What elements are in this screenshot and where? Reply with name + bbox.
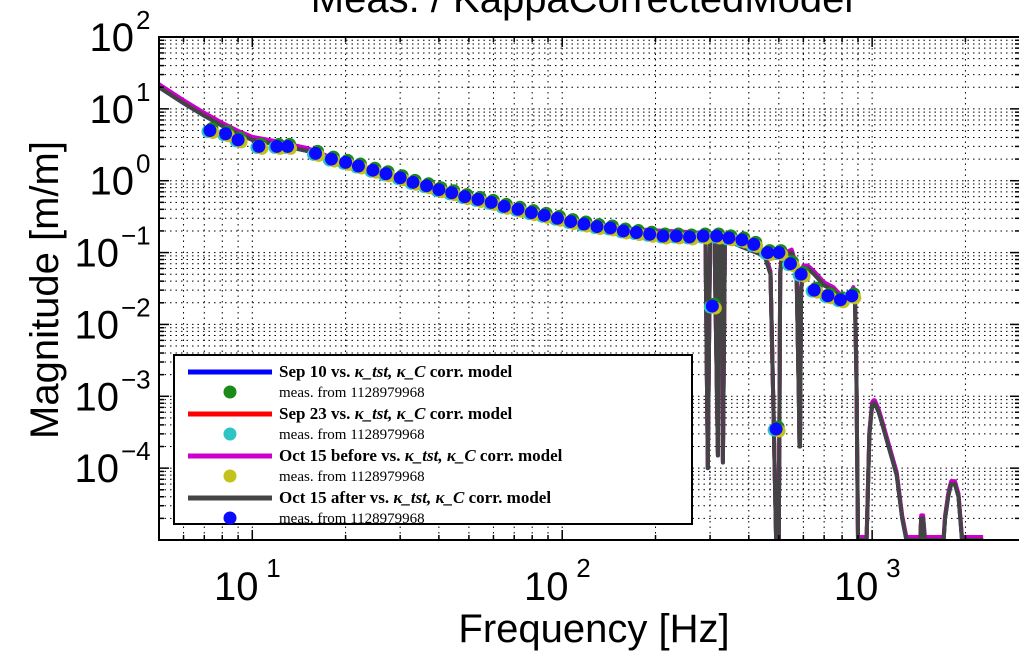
legend-series-label: Sep 23 vs. κ_tst, κ_C corr. model <box>279 404 512 423</box>
legend: Sep 10 vs. κ_tst, κ_C corr. model meas. f… <box>173 354 693 527</box>
measurement-point <box>643 227 657 241</box>
measurement-point <box>705 299 719 313</box>
measurement-point <box>324 152 338 166</box>
legend-series-label: Sep 10 vs. κ_tst, κ_C corr. model <box>279 362 512 381</box>
measurement-point <box>393 171 407 185</box>
y-tick-exponent: −3 <box>121 364 151 394</box>
x-tick-exponent: 1 <box>266 553 280 583</box>
y-tick-exponent: −4 <box>121 436 151 466</box>
measurement-point <box>420 179 434 193</box>
y-tick-exponent: −2 <box>121 292 151 322</box>
measurement-point <box>432 183 446 197</box>
x-tick-exponent: 2 <box>576 553 590 583</box>
measurement-point <box>351 159 365 173</box>
measurement-point <box>379 167 393 181</box>
measurement-point <box>511 202 525 216</box>
measurement-point <box>497 199 511 213</box>
measurement-point <box>550 211 564 225</box>
measurement-point <box>458 190 472 204</box>
chart-title: Meas. / KappaCorrectedModel <box>311 0 854 21</box>
measurement-point <box>794 267 808 281</box>
x-tick-label: 10 <box>524 565 569 609</box>
x-axis-ticks: 10 1 10 2 10 3 <box>158 37 967 609</box>
measurement-point <box>270 139 284 153</box>
x-axis-label: Frequency [Hz] <box>458 607 729 651</box>
legend-marker-swatch <box>223 427 237 441</box>
measurement-points <box>201 121 862 438</box>
measurement-point <box>203 123 217 137</box>
measurement-point <box>366 163 380 177</box>
measurement-point <box>747 237 761 251</box>
measurement-point <box>537 208 551 222</box>
y-tick-label: 10 <box>75 303 120 347</box>
x-tick-exponent: 3 <box>886 553 900 583</box>
measurement-point <box>281 139 295 153</box>
measurement-point <box>564 215 578 229</box>
measurement-point <box>590 220 604 234</box>
measurement-point <box>471 192 485 206</box>
measurement-point <box>231 133 245 147</box>
y-tick-label: 10 <box>75 447 120 491</box>
measurement-point <box>252 139 266 153</box>
measurement-point <box>629 226 643 240</box>
measurement-point <box>710 229 724 243</box>
legend-measurement-label: meas. from 1128979968 <box>279 427 425 443</box>
measurement-point <box>845 289 859 303</box>
y-tick-label: 10 <box>90 88 135 132</box>
measurement-point <box>309 146 323 160</box>
legend-series-label: Oct 15 before vs. κ_tst, κ_C corr. model <box>279 446 563 465</box>
legend-measurement-label: meas. from 1128979968 <box>279 469 425 485</box>
y-tick-exponent: 0 <box>136 149 150 179</box>
measurement-point <box>735 233 749 247</box>
y-tick-exponent: −1 <box>121 221 151 251</box>
measurement-point <box>669 229 683 243</box>
y-tick-exponent: 1 <box>136 77 150 107</box>
legend-marker-swatch <box>223 385 237 399</box>
measurement-point <box>484 195 498 209</box>
measurement-point <box>696 229 710 243</box>
legend-measurement-label: meas. from 1128979968 <box>279 511 425 527</box>
measurement-point <box>616 224 630 238</box>
plot-frame <box>158 36 1019 541</box>
measurement-point <box>722 231 736 245</box>
x-tick-label: 10 <box>834 565 879 609</box>
measurement-point <box>603 221 617 235</box>
measurement-point <box>821 289 835 303</box>
y-tick-label: 10 <box>75 375 120 419</box>
x-tick-label: 10 <box>214 565 259 609</box>
measurement-point <box>406 175 420 189</box>
measurement-point <box>769 422 783 436</box>
measurement-point <box>772 246 786 260</box>
y-axis-label: Magnitude [m/m] <box>23 141 67 439</box>
y-tick-label: 10 <box>75 232 120 276</box>
measurement-point <box>219 127 233 141</box>
measurement-point <box>339 155 353 169</box>
measurement-point <box>783 257 797 271</box>
legend-measurement-label: meas. from 1128979968 <box>279 385 425 401</box>
legend-series-label: Oct 15 after vs. κ_tst, κ_C corr. model <box>279 488 551 507</box>
measurement-point <box>833 293 847 307</box>
y-tick-exponent: 2 <box>136 5 150 35</box>
measurement-point <box>761 246 775 260</box>
measurement-point <box>683 230 697 244</box>
legend-marker-swatch <box>223 469 237 483</box>
legend-marker-swatch <box>223 511 237 525</box>
measurement-point <box>577 217 591 231</box>
measurement-point <box>807 283 821 297</box>
measurement-point <box>656 229 670 243</box>
y-tick-label: 10 <box>90 16 135 60</box>
measurement-point <box>445 186 459 200</box>
measurement-point <box>524 206 538 220</box>
y-tick-label: 10 <box>90 160 135 204</box>
